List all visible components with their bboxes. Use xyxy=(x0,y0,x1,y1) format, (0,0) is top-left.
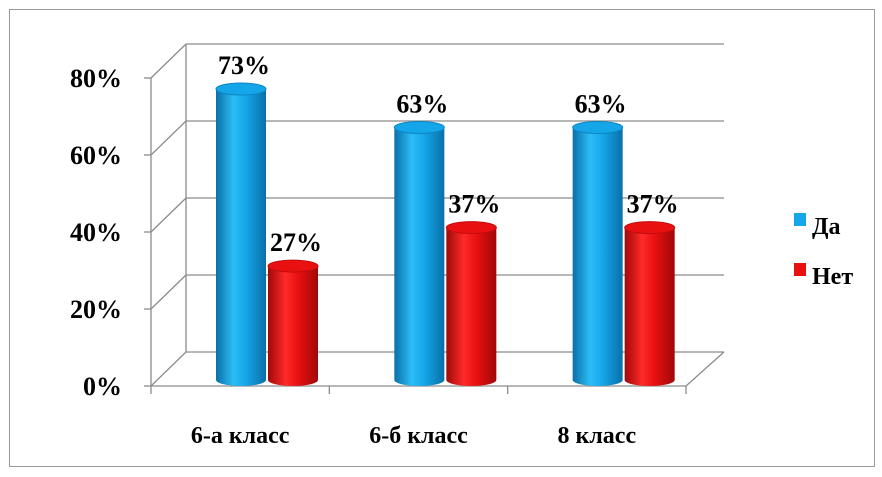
bar-top xyxy=(572,120,624,134)
sidewall-gridline-80 xyxy=(150,43,187,79)
y-tick-label: 0% xyxy=(83,372,122,401)
sidewall-gridline-0 xyxy=(150,351,187,387)
floor-right-edge xyxy=(685,351,725,387)
bar-top xyxy=(624,221,676,235)
category-label: 8 класс xyxy=(558,423,637,449)
y-tick-label: 20% xyxy=(70,295,122,324)
legend-swatch-net xyxy=(794,263,806,276)
y-tick-label: 80% xyxy=(70,64,122,93)
data-label: 63% xyxy=(575,89,627,118)
y-tick-label: 60% xyxy=(70,141,122,170)
bar-net xyxy=(624,221,676,386)
labels-layer: 6-а класс 6-б класс 8 класс 73% 63% 63% 27% 37%… xyxy=(191,51,679,449)
data-label: 37% xyxy=(627,190,679,219)
bar-body xyxy=(394,127,445,386)
bar-body xyxy=(624,227,675,386)
bar-net xyxy=(445,221,497,386)
data-label: 37% xyxy=(448,190,500,219)
bar-top xyxy=(267,259,319,273)
category-label: 6-б класс xyxy=(369,423,468,449)
legend-label-net: Нет xyxy=(812,264,853,290)
data-label: 27% xyxy=(270,228,322,257)
legend: Да Нет xyxy=(794,213,853,290)
sidewall-gridline-60 xyxy=(150,120,187,156)
bar-body xyxy=(446,227,497,386)
category-label: 6-а класс xyxy=(191,423,290,449)
data-label: 63% xyxy=(396,89,448,118)
bar-da xyxy=(572,120,624,386)
legend-label-da: Да xyxy=(812,214,841,240)
chart-area: 0% 20% 40% 60% 80% 6-а класс 6-б класс 8 класс… xyxy=(9,9,875,467)
sidewall-gridline-40 xyxy=(150,197,187,233)
bar-da xyxy=(393,120,445,386)
bar-da xyxy=(215,82,267,386)
bar-chart: 0% 20% 40% 60% 80% 6-а класс 6-б класс 8 класс… xyxy=(70,43,853,449)
bars-layer xyxy=(215,82,676,386)
data-label: 73% xyxy=(218,51,270,80)
bar-body xyxy=(268,266,318,386)
legend-swatch-da xyxy=(794,213,806,226)
bar-top xyxy=(445,221,497,235)
bar-top xyxy=(393,120,445,134)
sidewall-gridline-20 xyxy=(150,274,187,310)
bar-body xyxy=(572,127,623,386)
bar-body xyxy=(216,88,266,386)
bar-top xyxy=(215,82,267,96)
bar-net xyxy=(267,259,319,386)
y-tick-label: 40% xyxy=(70,218,122,247)
